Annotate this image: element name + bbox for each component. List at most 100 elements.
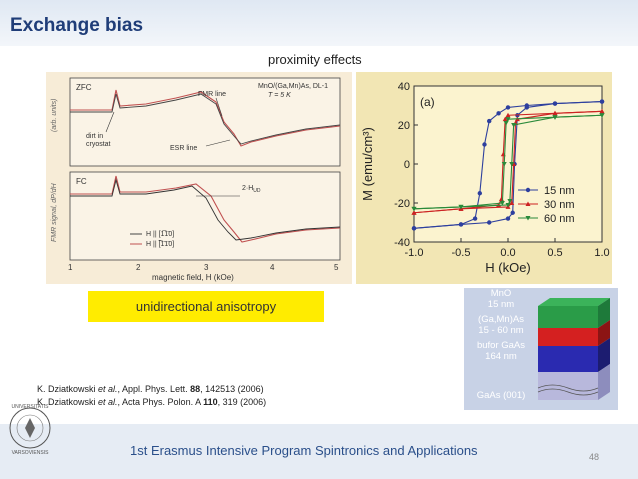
fmr-xtick-3: 3 — [204, 263, 209, 272]
y-tick-label: 0 — [404, 159, 410, 171]
point-60-nm — [509, 162, 515, 167]
fmr-bottom-ylabel: FMR signal, dP/dH — [51, 182, 58, 242]
point-30-nm — [411, 210, 417, 215]
legend-label-60-nm: 60 nm — [544, 213, 575, 225]
legend-marker-15-nm — [525, 187, 531, 193]
legend-marker-60-nm — [525, 216, 531, 221]
point-60-nm — [505, 117, 511, 122]
mno-side-face — [598, 298, 610, 328]
slide-title: Exchange bias — [10, 15, 144, 36]
references: K. Dziatkowski et al., Appl. Phys. Lett.… — [37, 383, 266, 409]
fmr-xtick-4: 4 — [270, 263, 275, 272]
point-30-nm — [505, 112, 511, 118]
label-mno: MnO — [490, 288, 512, 299]
label-mno-thickness: 15 nm — [487, 299, 515, 310]
point-30-nm — [509, 200, 515, 205]
fmr-temperature-label: T = 5 K — [268, 92, 291, 99]
layer-stack-figure: MnO 15 nm (Ga,Mn)As 15 - 60 nm bufor GaA… — [464, 288, 618, 410]
legend-marker-30-nm — [525, 201, 531, 206]
point-15-nm — [505, 216, 511, 221]
fmr-legend-1: H || [1̅1̄0] — [146, 230, 174, 238]
fmr-sample-label: MnO/(Ga,Mn)As, DL-1 — [258, 83, 328, 90]
point-15-nm — [477, 191, 482, 196]
point-60-nm — [552, 115, 558, 120]
slide-subtitle: proximity effects — [268, 52, 362, 67]
bufor-side-face — [598, 338, 610, 372]
point-60-nm — [507, 199, 513, 204]
fmr-xtick-5: 5 — [334, 263, 339, 272]
footer-text: 1st Erasmus Intensive Program Spintronic… — [130, 443, 478, 458]
highlight-box: unidirectional anisotropy — [88, 291, 324, 322]
point-15-nm — [411, 226, 417, 231]
label-gamnas: (Ga,Mn)As — [478, 314, 524, 325]
point-15-nm — [496, 111, 501, 116]
fmr-xlabel: magnetic field, H (kOe) — [152, 273, 234, 282]
page-number: 48 — [589, 452, 600, 462]
point-60-nm — [411, 206, 417, 212]
x-tick-label: 1.0 — [594, 247, 609, 259]
mno-layer — [538, 306, 598, 328]
chart-xlabel: H (kOe) — [485, 260, 531, 275]
point-15-nm — [458, 222, 464, 227]
x-tick-label: -0.5 — [452, 247, 471, 259]
point-15-nm — [599, 99, 605, 104]
point-15-nm — [552, 101, 558, 106]
point-15-nm — [505, 105, 511, 110]
legend-label-30-nm: 30 nm — [544, 199, 575, 211]
fmr-bottom-panel — [69, 171, 341, 261]
fmr-xtick-1: 1 — [68, 263, 73, 272]
x-tick-label: 0.5 — [547, 247, 562, 259]
hysteresis-chart: -1.0 -0.5 0.0 0.5 1.0 40 20 0 -20 -40 (a) H (kOe) M … — [356, 72, 612, 284]
chart-plot-area — [413, 85, 603, 243]
point-15-nm — [472, 216, 478, 221]
label-substrate: GaAs (001) — [476, 390, 526, 401]
y-tick-label: 40 — [398, 81, 410, 93]
substrate-layer — [538, 372, 598, 400]
series-line-15-nm-up — [413, 101, 603, 229]
fmr-top-curve-2 — [70, 93, 341, 145]
point-15-nm — [482, 142, 487, 147]
fmr-zfc-label: ZFC — [76, 83, 92, 92]
fmr-figure: ZFC MnO/(Ga,Mn)As, DL-1 T = 5 K FMR line… — [46, 72, 352, 284]
x-tick-label: 0.0 — [500, 247, 515, 259]
fmr-dirt-label: dirt in — [86, 133, 103, 140]
y-tick-label: -40 — [394, 237, 410, 249]
reference-2: K. Dziatkowski et al., Acta Phys. Polon.… — [37, 397, 267, 407]
point-60-nm — [599, 113, 605, 118]
point-15-nm — [524, 105, 529, 110]
fmr-fc-label: FC — [76, 177, 87, 186]
point-30-nm — [552, 110, 558, 116]
reference-1: K. Dziatkowski et al., Appl. Phys. Lett.… — [37, 384, 264, 394]
fmr-dirt-label-2: cryostat — [86, 141, 111, 148]
y-tick-label: -20 — [394, 198, 410, 210]
gamnas-side-face — [598, 320, 610, 346]
point-60-nm — [511, 123, 517, 128]
point-15-nm — [487, 220, 492, 225]
point-60-nm — [501, 162, 507, 167]
label-bufor-thickness: 164 nm — [485, 351, 517, 362]
fmr-top-ylabel: (arb. units) — [51, 99, 58, 132]
point-60-nm — [505, 202, 511, 208]
header-bar — [0, 0, 638, 46]
fmr-esr-line-label: ESR line — [170, 145, 197, 152]
fmr-legend-2: H || [̅1̄1̄0] — [146, 240, 174, 248]
substrate-side-face — [598, 364, 610, 400]
legend-label-15-nm: 15 nm — [544, 185, 575, 197]
point-30-nm — [502, 116, 508, 122]
label-bufor: bufor GaAs — [476, 340, 526, 351]
point-60-nm — [458, 204, 464, 210]
footer-band — [0, 424, 638, 479]
point-15-nm — [487, 118, 492, 124]
fmr-top-curve-1 — [70, 89, 341, 147]
point-60-nm — [499, 201, 505, 206]
series-line-60-nm-up — [413, 114, 603, 210]
point-60-nm — [503, 121, 509, 126]
mno-top-face — [538, 298, 610, 306]
label-gamnas-thickness: 15 - 60 nm — [478, 325, 524, 336]
svg-text:UNIVERSITATIS: UNIVERSITATIS — [11, 404, 49, 410]
x-tick-label: -1.0 — [405, 247, 424, 259]
fmr-xtick-2: 2 — [136, 263, 141, 272]
point-15-nm — [510, 210, 515, 215]
point-30-nm — [599, 108, 605, 114]
fmr-shift-label: 2·HUD — [242, 185, 261, 194]
